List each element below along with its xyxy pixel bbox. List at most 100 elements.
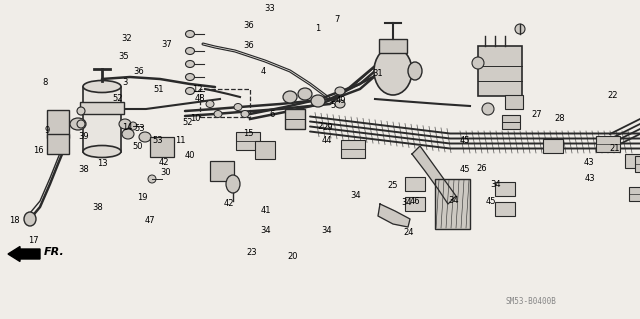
Ellipse shape — [298, 88, 312, 100]
Ellipse shape — [226, 175, 240, 193]
Ellipse shape — [148, 175, 156, 183]
Ellipse shape — [335, 100, 345, 108]
Text: 34: 34 — [321, 226, 332, 235]
Bar — [629, 187, 640, 201]
Ellipse shape — [83, 80, 121, 93]
Ellipse shape — [311, 95, 325, 107]
Ellipse shape — [77, 120, 85, 128]
Text: 46: 46 — [410, 197, 420, 206]
Ellipse shape — [374, 47, 412, 95]
Bar — [80, 102, 124, 114]
Bar — [405, 177, 425, 191]
Ellipse shape — [70, 118, 86, 130]
Polygon shape — [378, 204, 410, 227]
Text: 45: 45 — [486, 197, 496, 206]
Bar — [210, 161, 234, 181]
Ellipse shape — [234, 103, 242, 110]
Text: 39: 39 — [79, 132, 89, 141]
Bar — [200, 89, 250, 117]
Text: 3: 3 — [123, 78, 128, 87]
Text: 4: 4 — [261, 67, 266, 76]
Bar — [596, 136, 620, 152]
Text: 53: 53 — [152, 136, 163, 145]
Ellipse shape — [214, 110, 222, 117]
Ellipse shape — [24, 212, 36, 226]
Text: 36: 36 — [243, 21, 253, 30]
Bar — [478, 46, 522, 96]
Ellipse shape — [206, 100, 214, 108]
Ellipse shape — [122, 129, 134, 139]
Text: 42: 42 — [159, 158, 169, 167]
Text: 34: 34 — [260, 226, 271, 235]
Text: 51: 51 — [154, 85, 164, 94]
Text: FR.: FR. — [44, 247, 65, 257]
Bar — [83, 86, 121, 152]
Text: 25: 25 — [387, 181, 397, 189]
Ellipse shape — [129, 122, 137, 130]
Text: 34: 34 — [402, 198, 412, 207]
Bar — [285, 109, 305, 129]
Text: 32: 32 — [122, 34, 132, 43]
Bar — [150, 137, 174, 157]
FancyArrow shape — [8, 247, 40, 262]
Text: 33: 33 — [265, 4, 275, 13]
Ellipse shape — [186, 87, 195, 94]
Text: 9: 9 — [44, 126, 49, 135]
Text: 17: 17 — [28, 236, 38, 245]
Ellipse shape — [482, 103, 494, 115]
Text: 53: 53 — [134, 124, 145, 133]
Text: 47: 47 — [145, 216, 155, 225]
Bar — [47, 110, 69, 138]
Ellipse shape — [119, 119, 131, 129]
Text: 44: 44 — [321, 136, 332, 145]
Text: 8: 8 — [42, 78, 47, 87]
Text: 1: 1 — [316, 24, 321, 33]
Bar — [47, 134, 69, 154]
Text: 28: 28 — [555, 114, 565, 123]
Text: 2: 2 — [317, 122, 323, 130]
Ellipse shape — [77, 107, 85, 115]
Text: 19: 19 — [137, 193, 147, 202]
Ellipse shape — [186, 73, 195, 80]
Bar — [405, 197, 425, 211]
Text: 36: 36 — [134, 67, 144, 76]
Ellipse shape — [186, 48, 195, 55]
Text: 29: 29 — [323, 123, 333, 132]
Text: 36: 36 — [243, 41, 253, 50]
Text: 42: 42 — [224, 199, 234, 208]
Text: 6: 6 — [269, 110, 275, 119]
Text: 34: 34 — [351, 191, 361, 200]
Text: 45: 45 — [460, 165, 470, 174]
Ellipse shape — [472, 57, 484, 69]
Bar — [341, 140, 365, 158]
Text: 38: 38 — [92, 203, 102, 212]
Text: 16: 16 — [33, 146, 44, 155]
Ellipse shape — [186, 61, 195, 68]
Text: 14: 14 — [122, 123, 132, 132]
Ellipse shape — [139, 132, 151, 142]
Text: 27: 27 — [531, 110, 541, 119]
Bar — [543, 139, 563, 153]
Ellipse shape — [83, 145, 121, 158]
Text: 5: 5 — [330, 101, 335, 110]
Ellipse shape — [283, 91, 297, 103]
Text: 12: 12 — [192, 85, 202, 94]
Bar — [379, 39, 407, 53]
Ellipse shape — [408, 62, 422, 80]
Text: 37: 37 — [161, 40, 172, 48]
Text: 7: 7 — [335, 15, 340, 24]
Bar — [495, 202, 515, 216]
Text: 50: 50 — [132, 142, 143, 151]
Ellipse shape — [186, 31, 195, 38]
Ellipse shape — [515, 24, 525, 34]
Text: 52: 52 — [182, 118, 193, 127]
Bar — [635, 156, 640, 172]
Text: 34: 34 — [491, 180, 501, 189]
Bar — [255, 141, 275, 159]
Text: 18: 18 — [10, 216, 20, 225]
Bar — [502, 115, 520, 129]
Text: 23: 23 — [246, 248, 257, 256]
Text: 43: 43 — [584, 174, 595, 183]
Bar — [505, 95, 523, 109]
Text: 24: 24 — [403, 228, 413, 237]
